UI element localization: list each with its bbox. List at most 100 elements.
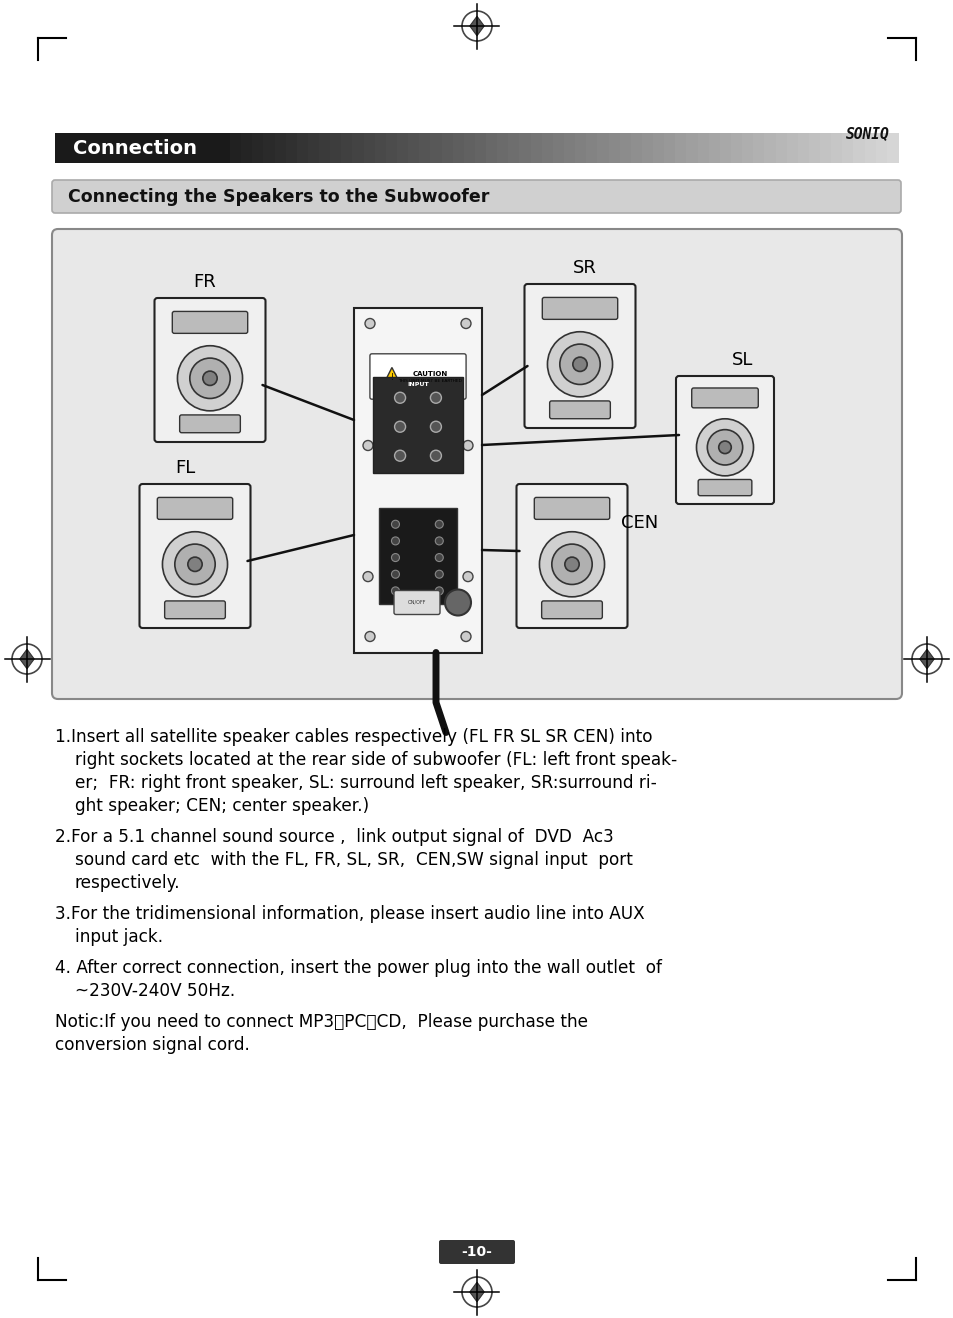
Circle shape (430, 451, 441, 461)
Circle shape (538, 531, 604, 597)
Bar (230, 133, 242, 163)
Bar (363, 133, 375, 163)
Polygon shape (469, 1282, 484, 1302)
Text: -10-: -10- (461, 1246, 492, 1259)
Circle shape (462, 572, 473, 581)
Bar (730, 133, 742, 163)
Text: er;  FR: right front speaker, SL: surround left speaker, SR:surround ri-: er; FR: right front speaker, SL: surroun… (75, 774, 657, 792)
Circle shape (203, 372, 217, 385)
Circle shape (365, 631, 375, 642)
Bar (775, 133, 787, 163)
Text: FL: FL (174, 459, 195, 477)
FancyBboxPatch shape (691, 387, 758, 407)
Polygon shape (20, 650, 34, 668)
Bar (354, 307, 481, 652)
Text: 3.For the tridimensional information, please insert audio line into AUX: 3.For the tridimensional information, pl… (55, 905, 644, 923)
Text: SL: SL (732, 351, 753, 369)
Circle shape (395, 422, 405, 432)
Text: right sockets located at the rear side of subwoofer (FL: left front speak-: right sockets located at the rear side o… (75, 751, 677, 768)
Bar (352, 133, 364, 163)
Bar (475, 133, 487, 163)
FancyBboxPatch shape (438, 1240, 515, 1264)
Text: respectively.: respectively. (75, 874, 180, 892)
Bar (763, 133, 776, 163)
Circle shape (564, 558, 578, 572)
FancyBboxPatch shape (549, 401, 610, 419)
FancyBboxPatch shape (370, 353, 466, 399)
Bar (463, 133, 476, 163)
Bar (608, 133, 620, 163)
Polygon shape (383, 368, 399, 384)
Text: CAUTION: CAUTION (412, 370, 447, 377)
FancyBboxPatch shape (52, 181, 900, 214)
Bar (863, 133, 876, 163)
Circle shape (547, 332, 612, 397)
FancyBboxPatch shape (698, 480, 751, 496)
Bar (575, 133, 587, 163)
Bar (274, 133, 286, 163)
Bar (797, 133, 809, 163)
Bar (296, 133, 309, 163)
Bar (741, 133, 754, 163)
Text: 1.Insert all satellite speaker cables respectively (FL FR SL SR CEN) into: 1.Insert all satellite speaker cables re… (55, 728, 652, 746)
FancyBboxPatch shape (534, 497, 609, 519)
Bar (378, 507, 456, 604)
Text: THIS UNIT MUST BE EARTHED: THIS UNIT MUST BE EARTHED (397, 380, 461, 384)
Bar (341, 133, 354, 163)
Circle shape (430, 422, 441, 432)
Circle shape (435, 521, 443, 529)
Bar (563, 133, 576, 163)
FancyBboxPatch shape (541, 601, 601, 618)
Bar (686, 133, 698, 163)
FancyBboxPatch shape (154, 298, 265, 442)
Polygon shape (469, 16, 484, 36)
Bar (720, 133, 731, 163)
Bar (553, 133, 564, 163)
Bar (853, 133, 864, 163)
Bar (375, 133, 387, 163)
Text: sound card etc  with the FL, FR, SL, SR,  CEN,SW signal input  port: sound card etc with the FL, FR, SL, SR, … (75, 851, 632, 869)
Circle shape (395, 451, 405, 461)
Text: FR: FR (193, 273, 216, 291)
Circle shape (462, 440, 473, 451)
Text: !: ! (390, 373, 393, 382)
Text: INPUT: INPUT (407, 382, 428, 387)
Circle shape (435, 587, 443, 594)
Bar (486, 133, 497, 163)
Bar (241, 133, 253, 163)
Bar (753, 133, 764, 163)
FancyBboxPatch shape (541, 298, 617, 319)
FancyBboxPatch shape (172, 311, 248, 333)
FancyBboxPatch shape (52, 229, 901, 699)
Polygon shape (919, 650, 933, 668)
FancyBboxPatch shape (139, 484, 251, 627)
Bar (841, 133, 854, 163)
Bar (663, 133, 676, 163)
FancyBboxPatch shape (676, 376, 773, 503)
Circle shape (177, 345, 242, 411)
Circle shape (460, 319, 471, 328)
Bar (330, 133, 342, 163)
FancyBboxPatch shape (179, 415, 240, 432)
FancyBboxPatch shape (165, 601, 225, 618)
Circle shape (391, 554, 399, 561)
Text: 2.For a 5.1 channel sound source ,  link output signal of  DVD  Ac3: 2.For a 5.1 channel sound source , link … (55, 828, 613, 846)
Bar (385, 133, 397, 163)
Text: 4. After correct connection, insert the power plug into the wall outlet  of: 4. After correct connection, insert the … (55, 960, 661, 977)
FancyBboxPatch shape (394, 590, 439, 614)
Text: CEN: CEN (620, 514, 658, 532)
Bar (708, 133, 720, 163)
Text: Connecting the Speakers to the Subwoofer: Connecting the Speakers to the Subwoofer (68, 187, 489, 206)
Circle shape (430, 393, 441, 403)
Bar (530, 133, 542, 163)
Bar (430, 133, 442, 163)
FancyBboxPatch shape (516, 484, 627, 627)
FancyBboxPatch shape (157, 497, 233, 519)
Circle shape (391, 571, 399, 579)
Circle shape (435, 571, 443, 579)
Bar (373, 377, 462, 473)
Bar (408, 133, 420, 163)
Circle shape (190, 358, 230, 398)
Circle shape (363, 572, 373, 581)
Circle shape (706, 430, 741, 465)
